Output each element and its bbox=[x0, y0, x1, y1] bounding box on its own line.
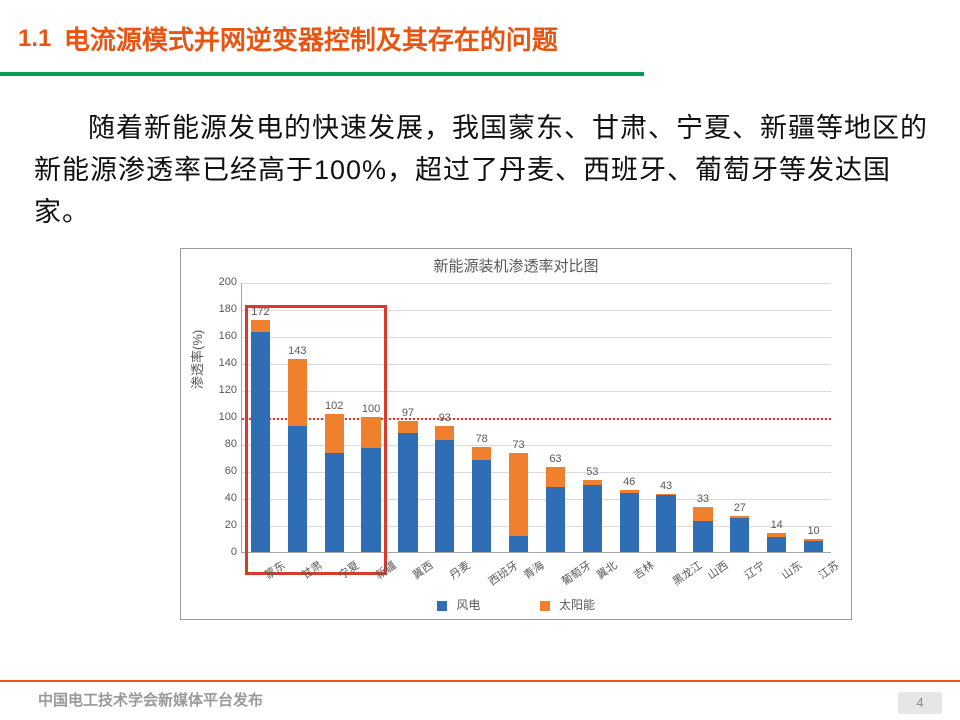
bar-segment bbox=[472, 460, 491, 552]
bar-segment bbox=[583, 480, 602, 484]
gridline bbox=[242, 283, 831, 284]
bar-total-label: 33 bbox=[697, 493, 709, 505]
legend-swatch-wind bbox=[437, 601, 447, 611]
bar-segment bbox=[472, 447, 491, 461]
bar-segment bbox=[546, 467, 565, 487]
y-tick-label: 0 bbox=[197, 546, 237, 558]
bar-segment bbox=[804, 541, 823, 552]
bar-segment bbox=[767, 537, 786, 552]
body-paragraph: 随着新能源发电的快速发展，我国蒙东、甘肃、宁夏、新疆等地区的新能源渗透率已经高于… bbox=[34, 108, 940, 234]
bar-total-label: 63 bbox=[549, 453, 561, 465]
bar-segment bbox=[656, 494, 675, 495]
slide-title-bar: 1.1 电流源模式并网逆变器控制及其存在的问题 bbox=[18, 20, 558, 57]
bar-segment bbox=[767, 533, 786, 537]
bar-segment bbox=[693, 507, 712, 521]
penetration-chart: 新能源装机渗透率对比图 渗透率(%) 172143102100979378736… bbox=[180, 248, 852, 620]
plot-area: 172143102100979378736353464333271410 bbox=[241, 283, 831, 553]
x-tick-label: 冀北 bbox=[593, 557, 620, 583]
x-tick-label: 西班牙 bbox=[485, 557, 521, 589]
y-tick-label: 100 bbox=[197, 411, 237, 423]
y-tick-label: 80 bbox=[197, 438, 237, 450]
title-underline bbox=[0, 72, 644, 76]
bar-segment bbox=[656, 495, 675, 552]
bar-total-label: 46 bbox=[623, 476, 635, 488]
chart-legend: 风电 太阳能 bbox=[181, 596, 851, 613]
x-tick-label: 山东 bbox=[778, 557, 805, 583]
bar-total-label: 78 bbox=[476, 433, 488, 445]
page-number: 4 bbox=[898, 692, 942, 714]
section-title: 电流源模式并网逆变器控制及其存在的问题 bbox=[64, 20, 558, 57]
x-tick-label: 吉林 bbox=[630, 557, 657, 583]
legend-label-solar: 太阳能 bbox=[559, 598, 595, 612]
bar-total-label: 14 bbox=[771, 519, 783, 531]
bar-segment bbox=[435, 440, 454, 552]
bar-segment bbox=[509, 453, 528, 535]
y-tick-label: 20 bbox=[197, 519, 237, 531]
bar-segment bbox=[398, 421, 417, 433]
y-tick-label: 160 bbox=[197, 330, 237, 342]
bar-total-label: 10 bbox=[807, 525, 819, 537]
legend-label-wind: 风电 bbox=[456, 598, 480, 612]
bar-segment bbox=[435, 426, 454, 440]
y-tick-label: 120 bbox=[197, 384, 237, 396]
x-tick-label: 辽宁 bbox=[741, 557, 768, 583]
bar-segment bbox=[620, 490, 639, 493]
bar-total-label: 53 bbox=[586, 466, 598, 478]
x-tick-label: 江苏 bbox=[815, 557, 842, 583]
bar-segment bbox=[546, 487, 565, 552]
x-tick-label: 黑龙江 bbox=[669, 557, 705, 589]
bar-total-label: 27 bbox=[734, 502, 746, 514]
bar-total-label: 97 bbox=[402, 407, 414, 419]
bar-segment bbox=[620, 493, 639, 552]
x-tick-label: 葡萄牙 bbox=[558, 557, 594, 589]
bar-segment bbox=[583, 485, 602, 553]
footer-source: 中国电工技术学会新媒体平台发布 bbox=[38, 689, 263, 710]
section-number: 1.1 bbox=[18, 25, 51, 53]
x-tick-label: 青海 bbox=[520, 557, 547, 583]
footer-divider bbox=[0, 680, 960, 682]
bar-total-label: 93 bbox=[439, 412, 451, 424]
bar-segment bbox=[730, 516, 749, 519]
bar-segment bbox=[693, 521, 712, 552]
bar-total-label: 43 bbox=[660, 480, 672, 492]
x-tick-label: 山西 bbox=[704, 557, 731, 583]
bar-segment bbox=[398, 433, 417, 552]
y-tick-label: 180 bbox=[197, 303, 237, 315]
highlight-box bbox=[245, 305, 387, 575]
bar-segment bbox=[509, 536, 528, 552]
y-tick-label: 40 bbox=[197, 492, 237, 504]
bar-total-label: 73 bbox=[512, 439, 524, 451]
y-tick-label: 140 bbox=[197, 357, 237, 369]
y-tick-label: 200 bbox=[197, 276, 237, 288]
chart-title: 新能源装机渗透率对比图 bbox=[181, 255, 851, 276]
bar-segment bbox=[730, 518, 749, 552]
bar-segment bbox=[804, 539, 823, 542]
x-tick-label: 冀西 bbox=[409, 557, 436, 583]
x-tick-label: 丹麦 bbox=[446, 557, 473, 583]
legend-swatch-solar bbox=[540, 601, 550, 611]
legend-item-wind: 风电 bbox=[437, 596, 480, 613]
legend-item-solar: 太阳能 bbox=[540, 596, 595, 613]
y-tick-label: 60 bbox=[197, 465, 237, 477]
